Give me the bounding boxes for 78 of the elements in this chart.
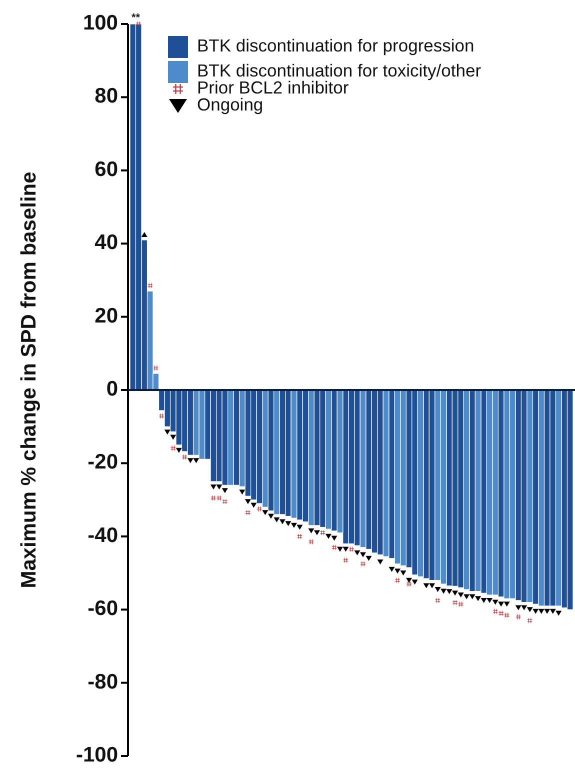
point [279,519,286,524]
point [406,578,412,583]
point [446,589,452,594]
point [354,550,360,556]
point [325,534,332,539]
point [388,566,395,572]
point [170,434,176,440]
point [538,608,544,614]
point [452,590,458,596]
point [492,600,498,605]
point [290,522,297,528]
point [296,524,303,530]
point [550,608,556,614]
point [164,430,170,435]
y-tick-label: 40 [94,231,118,254]
point [429,583,436,588]
point [211,496,216,500]
y-tick-label: 0 [106,378,118,401]
point [141,232,148,237]
point [515,605,522,610]
point [257,506,262,512]
point [187,458,194,464]
point [210,484,216,490]
point [360,552,366,558]
point [480,598,487,603]
y-tick-label: -40 [88,524,118,547]
annotation: ** [131,12,141,24]
point [464,594,470,600]
point [268,514,274,519]
point [498,610,504,616]
point [222,499,228,504]
point [423,583,430,588]
point [153,366,158,370]
point [458,592,464,598]
point [486,598,493,603]
y-tick-label: -20 [88,450,118,474]
point [336,546,343,552]
point [250,502,257,508]
y-tick-label: 20 [94,304,118,328]
point [377,560,384,565]
point [216,484,222,490]
point [400,570,406,576]
point [532,608,539,614]
point [222,488,228,494]
point [366,556,372,561]
point [544,608,550,614]
point [308,528,314,534]
point [521,605,528,610]
point [193,458,200,464]
point [314,530,320,536]
point [394,568,401,574]
point [239,490,246,495]
point [434,586,441,592]
y-axis-title: Maximum % change in SPD from baseline [18,172,41,588]
point [274,517,280,522]
point [216,496,222,500]
point [526,607,533,612]
y-tick-label: -80 [88,670,118,694]
point [244,499,251,504]
point [176,448,182,453]
point [504,602,510,607]
point [342,546,349,552]
point [440,588,447,594]
y-tick-label: -100 [76,744,118,767]
point [412,580,418,585]
point [285,521,292,526]
y-tick-label: 80 [94,84,118,108]
point [331,536,338,541]
y-tick-label: 60 [94,158,118,181]
y-tick-label: 100 [82,12,118,35]
point [262,510,268,516]
point [469,594,476,600]
point [556,610,562,616]
point [475,596,482,602]
y-tick-label: -60 [88,597,118,620]
point [498,602,504,607]
point [435,598,440,603]
legend-label: BTK discontinuation for progression [197,36,474,56]
